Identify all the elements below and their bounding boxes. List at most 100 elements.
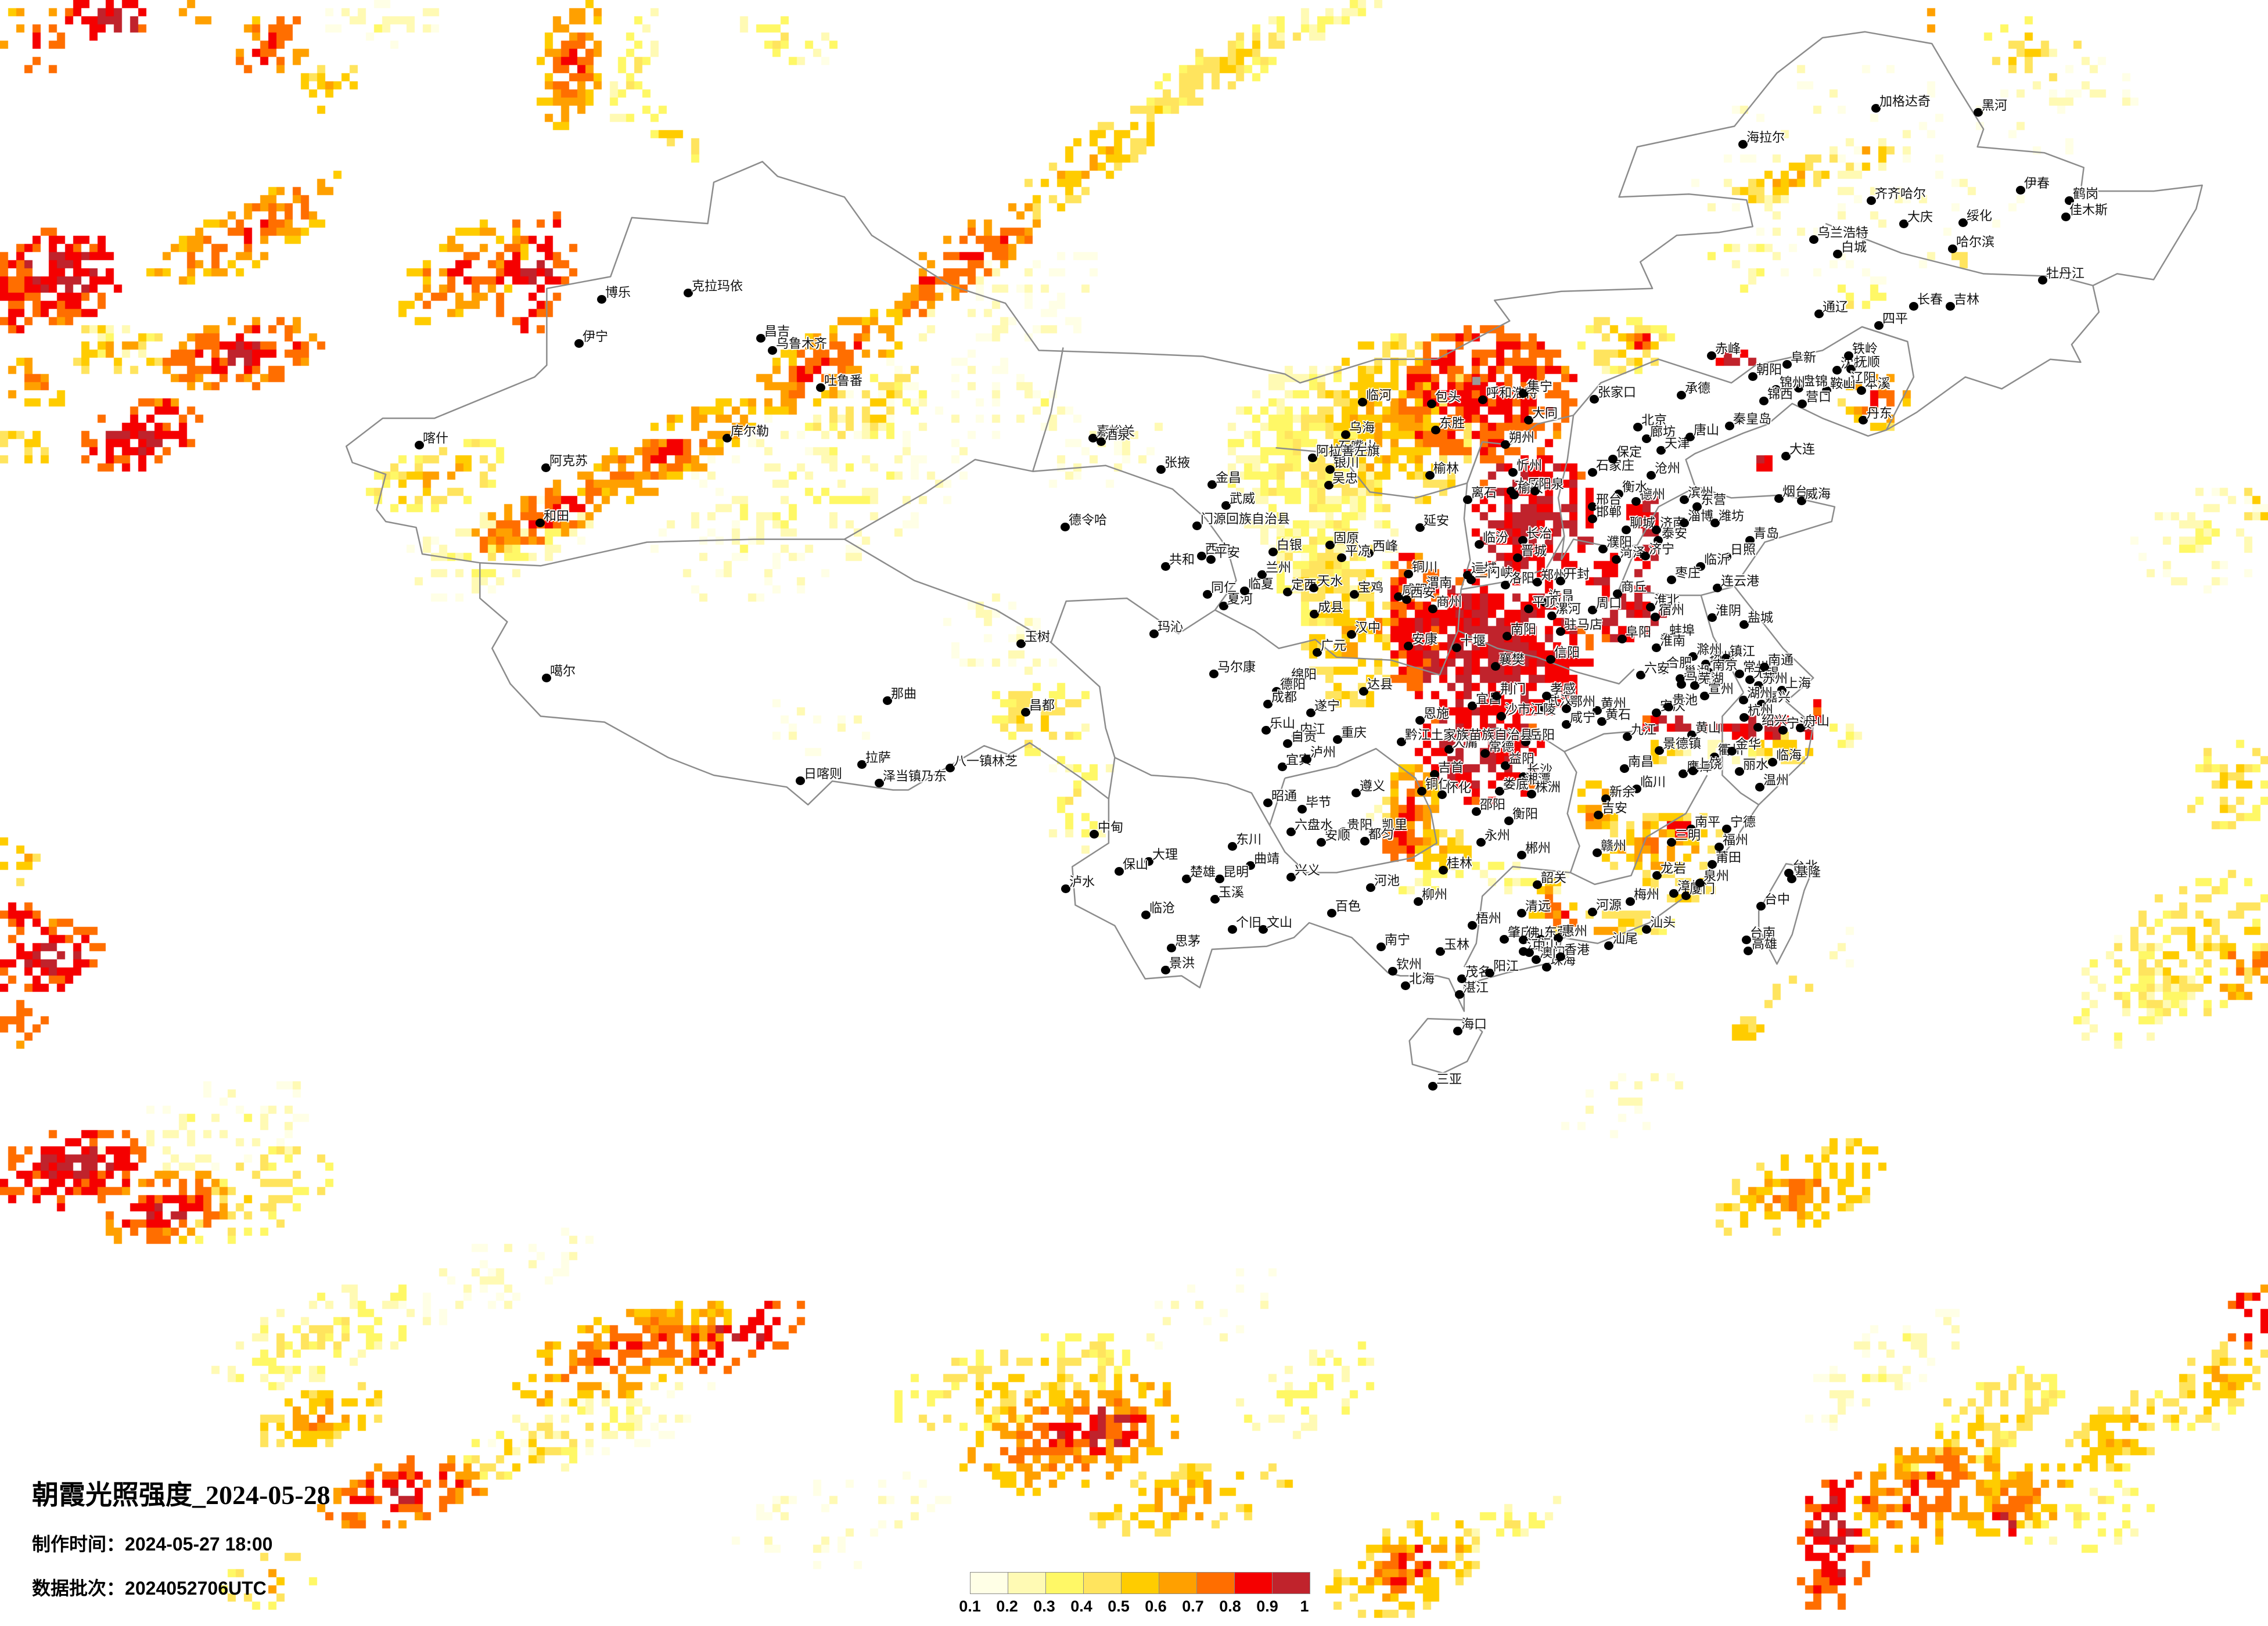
city-label: 钦州 bbox=[1396, 957, 1422, 972]
city-dot bbox=[1518, 536, 1527, 545]
city-label: 益阳 bbox=[1509, 751, 1535, 766]
legend-cell-3 bbox=[1045, 1572, 1084, 1594]
city-dot bbox=[1651, 613, 1660, 621]
city-dot bbox=[1554, 934, 1563, 942]
city-label: 桂林 bbox=[1447, 856, 1473, 870]
city-label: 石嘴山 bbox=[1338, 439, 1377, 454]
city-dot bbox=[1347, 630, 1356, 639]
city-dot bbox=[1688, 767, 1698, 775]
province-line-8 bbox=[1618, 545, 1735, 596]
legend-cell-1 bbox=[970, 1572, 1008, 1594]
made-time-row: 制作时间：2024-05-27 18:00 bbox=[32, 1530, 330, 1556]
city-label: 毕节 bbox=[1306, 795, 1332, 810]
city-dot bbox=[1478, 395, 1487, 404]
city-dot bbox=[1221, 501, 1231, 510]
city-label: 濮阳 bbox=[1606, 535, 1633, 549]
city-label: 韶关 bbox=[1541, 870, 1567, 885]
city-dot bbox=[1707, 351, 1716, 360]
city-dot bbox=[1468, 702, 1477, 710]
city-dot bbox=[1608, 455, 1618, 463]
city-dot bbox=[1822, 386, 1831, 395]
city-dot bbox=[1192, 521, 1202, 530]
map-title: 朝霞光照强度_2024-05-28 bbox=[32, 1480, 330, 1510]
city-dot bbox=[1401, 981, 1410, 990]
city-dot bbox=[2065, 196, 2074, 205]
city-dot bbox=[1246, 861, 1255, 870]
city-label: 呼和浩特 bbox=[1486, 386, 1538, 400]
city-label: 咸阳 bbox=[1402, 582, 1428, 597]
city-label: 杭州 bbox=[1748, 703, 1774, 718]
city-label: 淮北 bbox=[1654, 593, 1680, 607]
city-label: 唐山 bbox=[1694, 423, 1720, 437]
city-dot bbox=[1283, 739, 1292, 748]
city-dot bbox=[2038, 276, 2047, 285]
city-dot bbox=[1536, 935, 1545, 944]
city-label: 巢湖 bbox=[1684, 664, 1710, 679]
city-dot bbox=[1527, 790, 1536, 798]
province-line-20 bbox=[1861, 326, 1915, 431]
city-label: 锦州 bbox=[1780, 375, 1806, 390]
city-label: 昆明 bbox=[1223, 865, 1249, 879]
city-dot bbox=[2061, 213, 2071, 221]
city-label: 阜阳 bbox=[1626, 625, 1652, 639]
city-label: 嘉兴 bbox=[1765, 690, 1791, 704]
city-dot bbox=[1652, 708, 1661, 717]
city-dot bbox=[1874, 321, 1884, 330]
city-dot bbox=[1141, 911, 1151, 919]
city-dot bbox=[1418, 585, 1428, 594]
city-label: 商丘 bbox=[1621, 580, 1647, 594]
city-label: 嘉峪关 bbox=[1097, 424, 1135, 438]
city-label: 大庸 bbox=[1453, 735, 1479, 750]
city-label: 玛沁 bbox=[1158, 620, 1184, 634]
city-dot bbox=[1685, 433, 1695, 441]
city-dot bbox=[1509, 491, 1519, 499]
city-dot bbox=[1257, 570, 1267, 579]
city-label: 集宁 bbox=[1527, 379, 1553, 394]
city-label: 淄博 bbox=[1688, 509, 1714, 523]
city-dot bbox=[1480, 749, 1490, 758]
city-dot bbox=[1228, 925, 1237, 934]
city-dot bbox=[1735, 767, 1744, 776]
city-label: 南平 bbox=[1695, 815, 1721, 829]
city-dot bbox=[1061, 884, 1070, 893]
city-label: 海口 bbox=[1461, 1017, 1487, 1031]
city-dot bbox=[1727, 747, 1737, 756]
city-dot bbox=[723, 434, 732, 443]
city-label: 夏河 bbox=[1227, 592, 1253, 606]
city-label: 固原 bbox=[1334, 531, 1360, 545]
city-label: 汕头 bbox=[1650, 915, 1676, 930]
province-line-6 bbox=[1557, 415, 1575, 560]
city-dot bbox=[1588, 515, 1597, 523]
city-label: 运城 bbox=[1471, 561, 1497, 575]
city-dot bbox=[1263, 798, 1273, 807]
city-dot bbox=[1739, 713, 1749, 722]
city-label: 金昌 bbox=[1216, 470, 1242, 485]
city-dot bbox=[1695, 879, 1705, 887]
city-label: 株洲 bbox=[1535, 780, 1561, 794]
city-label: 东胜 bbox=[1439, 416, 1465, 430]
city-dot bbox=[1161, 966, 1170, 974]
city-label: 拉萨 bbox=[865, 750, 892, 765]
city-label: 昭通 bbox=[1271, 789, 1297, 803]
city-dot bbox=[1283, 588, 1292, 596]
city-dot bbox=[1626, 897, 1635, 906]
city-label: 廊坊 bbox=[1650, 425, 1676, 439]
city-dot bbox=[1330, 449, 1339, 458]
city-dot bbox=[1182, 875, 1191, 883]
city-label: 门源回族自治县 bbox=[1201, 512, 1291, 526]
city-label: 白银 bbox=[1277, 538, 1303, 552]
city-dot bbox=[1798, 400, 1807, 408]
city-label: 伊宁 bbox=[583, 329, 609, 344]
city-dot bbox=[1088, 434, 1098, 443]
city-dot bbox=[1715, 843, 1724, 851]
city-label: 泸州 bbox=[1310, 745, 1336, 760]
city-dot bbox=[1524, 605, 1533, 613]
city-dot bbox=[1517, 909, 1526, 918]
city-dot bbox=[415, 441, 424, 449]
city-dot bbox=[1622, 526, 1631, 534]
city-label: 平安 bbox=[1214, 545, 1241, 560]
city-dot bbox=[1781, 452, 1791, 461]
legend-tick: 0.4 bbox=[1070, 1598, 1092, 1615]
city-label: 洛阳 bbox=[1509, 571, 1535, 585]
city-dot bbox=[1521, 738, 1530, 746]
